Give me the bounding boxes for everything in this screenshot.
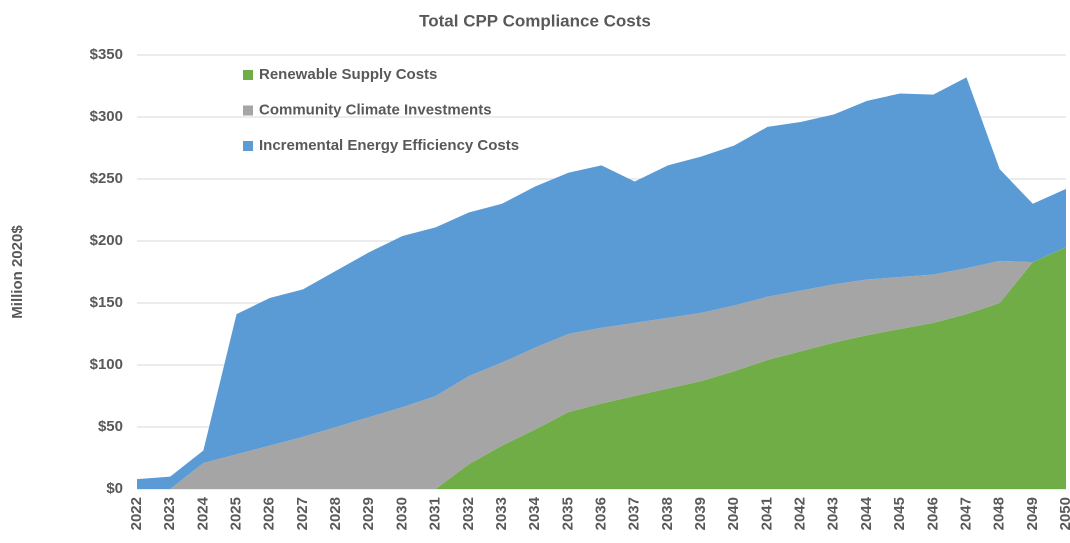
legend-label: Renewable Supply Costs: [259, 66, 437, 83]
y-tick-label: $250: [90, 170, 123, 187]
legend-label: Community Climate Investments: [259, 101, 492, 118]
x-tick-label: 2048: [991, 497, 1008, 530]
x-tick-label: 2043: [825, 497, 842, 530]
x-tick-label: 2044: [858, 496, 875, 530]
x-tick-label: 2025: [228, 497, 245, 530]
legend-swatch: [243, 141, 253, 151]
x-tick-label: 2046: [924, 497, 941, 530]
x-tick-label: 2042: [792, 497, 809, 530]
x-tick-label: 2029: [360, 497, 377, 530]
x-tick-label: 2050: [1057, 497, 1070, 530]
x-tick-label: 2033: [493, 497, 510, 530]
x-tick-label: 2037: [626, 497, 643, 530]
x-tick-label: 2045: [891, 497, 908, 530]
y-axis-label: Million 2020$: [9, 225, 26, 319]
area: [137, 77, 1066, 489]
x-tick-label: 2049: [1024, 497, 1041, 530]
x-tick-label: 2024: [194, 496, 211, 530]
y-tick-label: $50: [98, 418, 123, 435]
x-tick-label: 2041: [758, 497, 775, 530]
area: [137, 247, 1066, 489]
x-tick-label: 2038: [659, 497, 676, 530]
x-tick-label: 2034: [526, 496, 543, 530]
y-tick-label: $100: [90, 356, 123, 373]
x-tick-label: 2039: [692, 497, 709, 530]
y-tick-label: $300: [90, 108, 123, 125]
x-tick-label: 2036: [592, 497, 609, 530]
y-tick-label: $150: [90, 294, 123, 311]
x-tick-label: 2047: [957, 497, 974, 530]
y-tick-label: $350: [90, 46, 123, 63]
chart-title: Total CPP Compliance Costs: [419, 11, 651, 30]
x-tick-label: 2027: [294, 497, 311, 530]
x-tick-label: 2035: [559, 497, 576, 530]
area: [137, 247, 1066, 489]
x-tick-label: 2023: [161, 497, 178, 530]
legend-label: Incremental Energy Efficiency Costs: [259, 137, 519, 154]
y-tick-label: $0: [106, 480, 123, 497]
x-tick-label: 2022: [128, 497, 145, 530]
x-tick-label: 2032: [460, 497, 477, 530]
legend-swatch: [243, 105, 253, 116]
x-tick-label: 2028: [327, 497, 344, 530]
x-tick-label: 2030: [393, 497, 410, 530]
x-tick-label: 2040: [725, 497, 742, 530]
x-tick-label: 2031: [427, 497, 444, 530]
y-tick-label: $200: [90, 232, 123, 249]
x-tick-label: 2026: [261, 497, 278, 530]
legend-swatch: [243, 70, 253, 80]
